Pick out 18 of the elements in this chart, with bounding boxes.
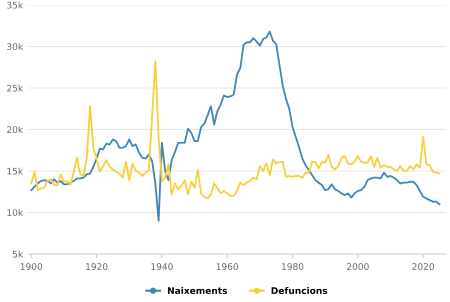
y-tick-label: 35k: [7, 2, 24, 9]
x-tick-label: 2020: [412, 263, 434, 270]
legend-label: Defuncions: [272, 287, 328, 294]
x-tick-label: 1920: [86, 263, 108, 270]
x-tick-label: 1980: [282, 263, 304, 270]
line-series: [30, 60, 440, 200]
line-series: [30, 30, 440, 222]
x-tick-label: 1940: [151, 263, 173, 270]
y-tick-label: 20k: [7, 126, 24, 134]
y-tick-label: 15k: [7, 168, 24, 175]
y-tick-label: 5k: [12, 250, 24, 258]
y-tick-label: 30k: [7, 43, 24, 50]
x-tick-label: 1900: [20, 263, 42, 270]
legend-label: Naixements: [168, 287, 228, 294]
x-tick-label: 1960: [216, 263, 238, 270]
y-tick-label: 10k: [7, 209, 24, 216]
x-tick-label: 2000: [347, 263, 369, 270]
y-tick-label: 25k: [7, 84, 24, 92]
